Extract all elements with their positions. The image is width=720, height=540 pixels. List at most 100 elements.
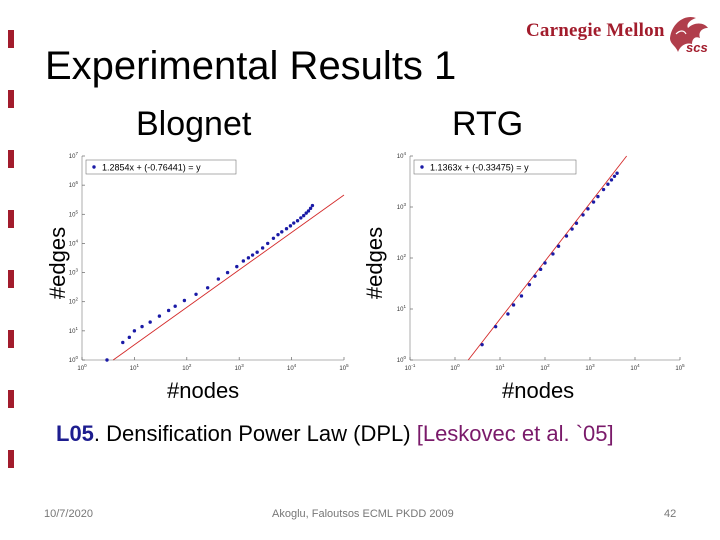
data-point [194, 292, 198, 296]
data-point [299, 216, 303, 220]
data-point [527, 282, 532, 287]
y-tick-label: 104 [397, 151, 407, 160]
data-point [591, 200, 596, 204]
dash-segment [8, 450, 14, 468]
x-tick-label: 105 [339, 363, 349, 372]
logo-mark-text: scs [686, 40, 708, 55]
data-point [308, 206, 313, 211]
data-point [288, 224, 293, 228]
x-axis-label-blognet: #nodes [167, 378, 240, 403]
citation-id: L05 [56, 421, 94, 446]
fit-line [467, 155, 628, 361]
x-tick-label: 100 [77, 363, 87, 372]
data-point [260, 246, 265, 250]
x-tick-label: 103 [235, 363, 245, 372]
data-point [140, 324, 144, 329]
data-point [292, 221, 296, 225]
y-tick-label: 106 [69, 180, 79, 189]
data-point [241, 259, 246, 263]
data-point [596, 194, 600, 199]
footer-date: 10/7/2020 [44, 508, 93, 520]
legend-marker [92, 165, 96, 169]
footer-page-number: 42 [664, 508, 677, 520]
data-point [304, 211, 308, 215]
y-axis-label-rtg: #edges [362, 226, 387, 300]
legend-marker [420, 165, 424, 169]
data-point [519, 294, 524, 298]
legend-text: 1.2854x + (-0.76441) = y [102, 163, 201, 173]
y-tick-label: 107 [69, 151, 79, 160]
data-point [105, 358, 109, 362]
x-tick-label: 102 [540, 363, 550, 372]
university-logo: Carnegie Mellon scs [522, 8, 712, 58]
dash-segment [8, 150, 14, 168]
dash-segment [8, 270, 14, 288]
legend-box [85, 159, 237, 175]
scatter-plot-blognet: 100 101 102 103 104 105 106 107 100 101 102 103 104 1… [69, 151, 349, 372]
data-point [166, 308, 171, 313]
chart-title-rtg: RTG [452, 105, 524, 143]
data-point [280, 230, 284, 234]
data-point [306, 209, 311, 213]
x-tick-label: 100 [450, 363, 460, 372]
y-tick-label: 100 [397, 355, 407, 364]
data-point [533, 274, 537, 278]
griffin-icon: scs [670, 16, 708, 55]
data-point [612, 174, 617, 178]
data-point [586, 207, 590, 211]
data-point [551, 252, 555, 256]
data-point [564, 234, 569, 238]
data-point [173, 304, 177, 308]
data-point [182, 298, 187, 303]
data-point [581, 213, 585, 217]
data-point [127, 335, 132, 340]
x-tick-label: 101 [130, 363, 140, 372]
data-point [601, 187, 606, 192]
x-tick-label: 105 [675, 363, 685, 372]
footer-authors: Akoglu, Faloutsos ECML PKDD 2009 [272, 508, 454, 520]
data-point [538, 267, 543, 272]
x-tick-label: 104 [287, 363, 297, 372]
y-tick-label: 103 [397, 202, 407, 211]
data-point [301, 213, 306, 218]
data-point [543, 261, 547, 265]
data-point [295, 219, 300, 223]
data-point [574, 221, 579, 225]
data-point [246, 256, 251, 260]
slide-title: Experimental Results 1 [45, 44, 457, 88]
data-point [255, 250, 259, 254]
data-point [250, 253, 255, 257]
decorative-dash-bar [8, 30, 14, 520]
data-point [609, 178, 614, 182]
data-point [225, 270, 230, 275]
data-point [276, 232, 280, 237]
data-point [216, 277, 221, 281]
data-point [310, 203, 315, 208]
y-tick-label: 101 [69, 326, 79, 335]
x-axis-label-rtg: #nodes [502, 378, 575, 403]
fit-line [112, 194, 345, 361]
y-tick-label: 102 [69, 297, 79, 306]
data-point [284, 227, 289, 231]
citation-line: L05. Densification Power Law (DPL) [Lesk… [56, 421, 614, 447]
citation-reference: [Leskovec et al. `05] [416, 421, 614, 446]
dash-segment [8, 330, 14, 348]
data-point [132, 329, 137, 333]
dash-segment [8, 90, 14, 108]
x-tick-label: 10-1 [405, 363, 416, 372]
data-point [506, 312, 510, 316]
y-tick-label: 100 [69, 355, 79, 364]
logo-text: Carnegie Mellon [526, 20, 665, 41]
dash-segment [8, 30, 14, 48]
citation-text: . Densification Power Law (DPL) [93, 421, 417, 446]
data-point [271, 236, 276, 240]
y-tick-label: 104 [69, 238, 79, 247]
x-tick-label: 103 [585, 363, 595, 372]
data-point [511, 303, 516, 307]
x-tick-label: 102 [182, 363, 192, 372]
scatter-plot-rtg: 10010110210310410-11001011021031041051.1… [397, 151, 685, 372]
data-point [570, 227, 574, 231]
y-tick-label: 105 [69, 209, 79, 218]
data-point [205, 286, 210, 290]
data-point [480, 342, 484, 347]
